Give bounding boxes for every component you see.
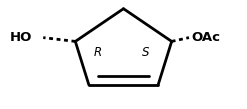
Text: R: R: [94, 46, 102, 59]
Text: HO: HO: [10, 31, 32, 44]
Text: OAc: OAc: [191, 31, 220, 44]
Text: S: S: [142, 46, 149, 59]
